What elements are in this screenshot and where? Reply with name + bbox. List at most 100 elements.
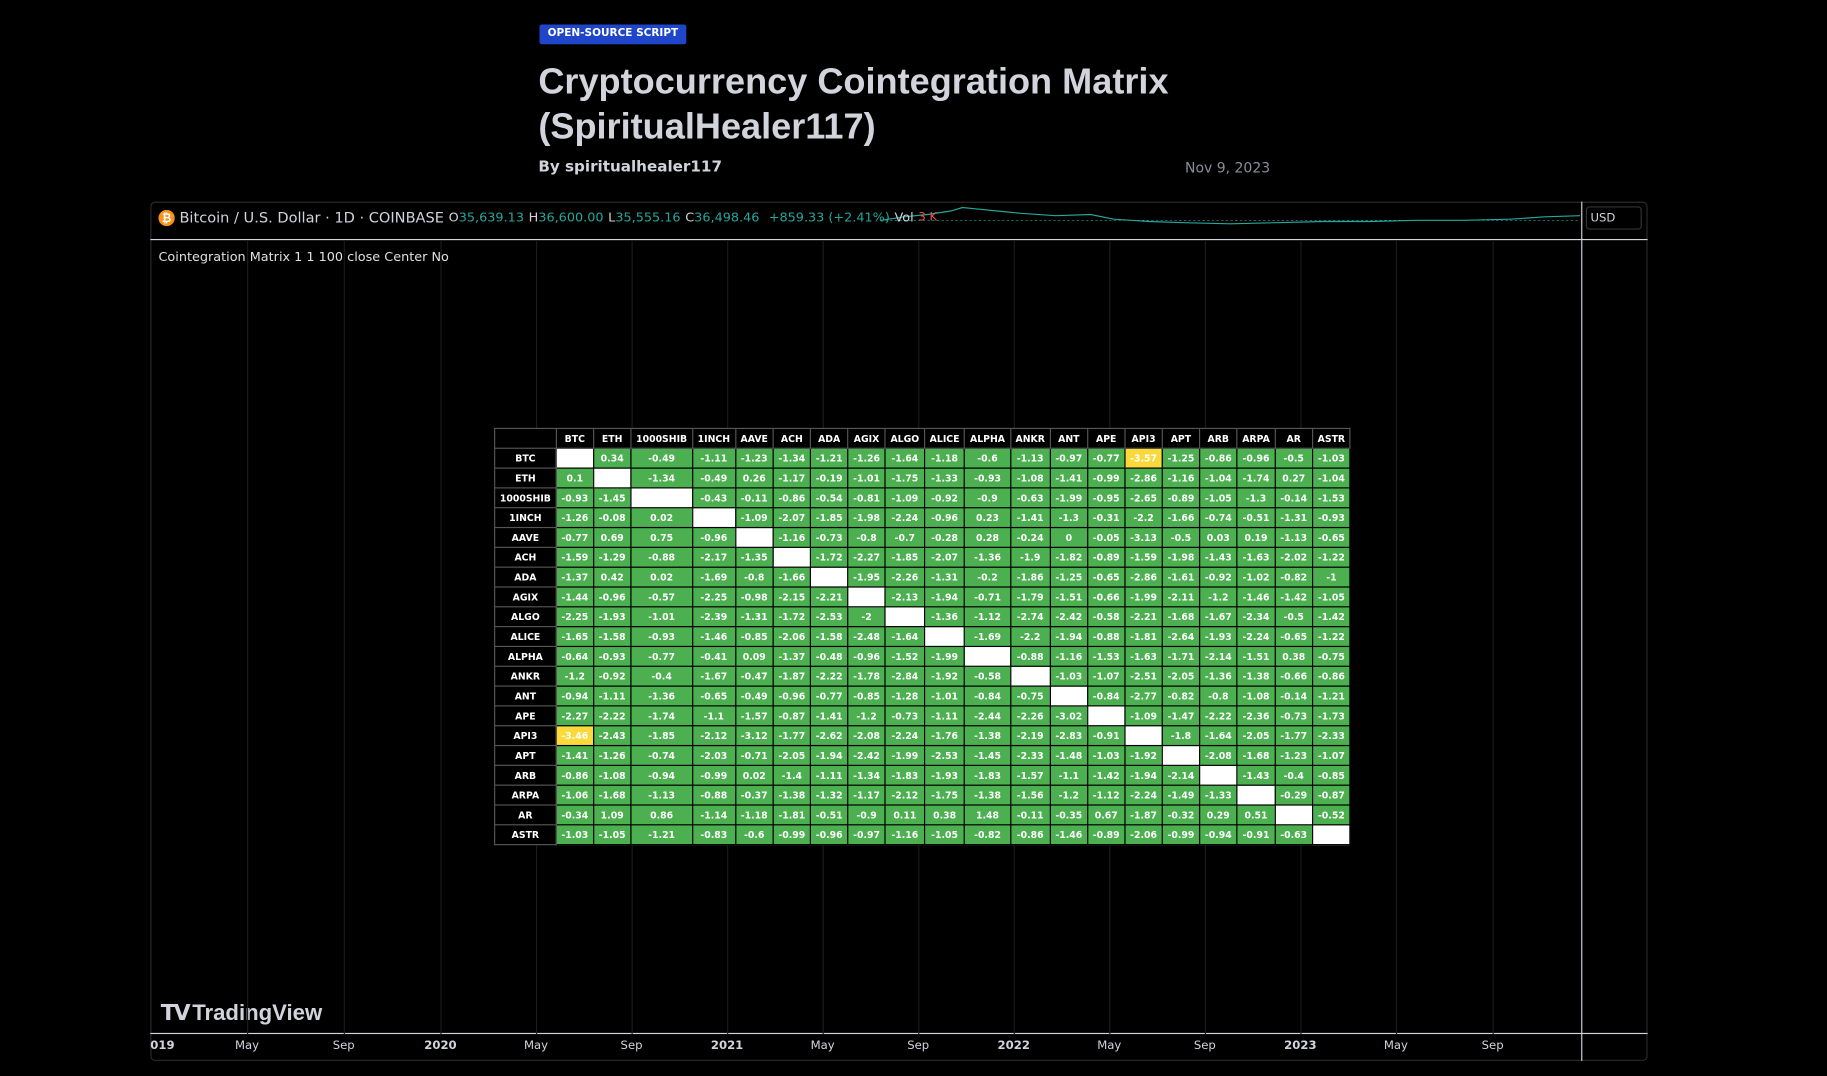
blank-cell [923, 626, 966, 648]
row-header: ARB [494, 764, 557, 786]
x-tick-label: May [1383, 1039, 1408, 1053]
matrix-cell: -1.08 [1009, 467, 1051, 489]
matrix-cell: -1.11 [592, 685, 632, 707]
matrix-cell: -1.66 [1161, 507, 1201, 529]
matrix-cell: -1.17 [847, 784, 886, 806]
matrix-cell: -1.36 [1199, 665, 1238, 687]
matrix-cell: -1.36 [630, 685, 693, 707]
matrix-cell: -1.18 [923, 447, 966, 469]
matrix-cell: -1.72 [809, 546, 849, 568]
matrix-cell: 1.09 [592, 804, 632, 826]
matrix-cell: -0.37 [734, 784, 774, 806]
matrix-cell: -1.31 [734, 606, 774, 628]
matrix-cell: -1.2 [847, 705, 886, 727]
row-header: AGIX [494, 586, 557, 608]
change: +859.33 (+2.41%) [768, 209, 890, 225]
matrix-cell: -0.77 [1086, 447, 1126, 469]
matrix-cell: -2.25 [691, 586, 736, 608]
matrix-cell: -1.09 [734, 507, 774, 529]
matrix-cell: -1.92 [1124, 744, 1163, 766]
watermark[interactable]: 𝗧𝗩 TradingView [160, 1001, 323, 1026]
btc-icon: ₿ [158, 209, 175, 226]
matrix-cell: -1.94 [809, 744, 849, 766]
matrix-cell: -1.59 [1124, 546, 1163, 568]
matrix-cell: -1.14 [691, 804, 736, 826]
matrix-cell: -0.87 [772, 705, 812, 727]
matrix-cell: 0.75 [630, 526, 693, 548]
matrix-cell: -1.22 [1311, 546, 1351, 568]
x-tick-label: Sep [1193, 1039, 1216, 1053]
matrix-row: 1000SHIB -0.93 -1.45 -0.43 -0.11 -0.86 -0.54 -0… [494, 487, 1351, 509]
matrix-cell: -1.41 [1049, 467, 1089, 489]
matrix-cell: -1.37 [555, 566, 595, 588]
x-tick-label: May [523, 1039, 549, 1053]
matrix-cell: -0.94 [630, 764, 693, 786]
currency-select[interactable]: USD [1585, 206, 1642, 230]
matrix-cell: -1.42 [1086, 764, 1126, 786]
matrix-cell: -1.06 [555, 784, 595, 806]
column-header: AR [1274, 427, 1313, 449]
matrix-row: ETH 0.1 -1.34 -0.49 0.26 -1.17 -0.19 -1.01 -1.75… [494, 467, 1351, 489]
column-header: APE [1086, 427, 1126, 449]
matrix-cell: -0.93 [555, 487, 595, 509]
matrix-cell: -0.65 [1086, 566, 1126, 588]
matrix-cell: -1.98 [1161, 546, 1201, 568]
matrix-cell: -1.68 [1236, 744, 1276, 766]
matrix-cell: -0.57 [630, 586, 693, 608]
matrix-cell: -2.22 [592, 705, 632, 727]
matrix-cell: -1.16 [772, 526, 812, 548]
column-header: ARPA [1236, 427, 1276, 449]
matrix-cell: -1.67 [1199, 606, 1238, 628]
matrix-cell: -1.37 [772, 645, 812, 667]
matrix-cell: -2.86 [1124, 566, 1163, 588]
matrix-cell: -0.75 [1009, 685, 1051, 707]
matrix-cell: -1.41 [1009, 507, 1051, 529]
matrix-cell: -0.43 [691, 487, 736, 509]
blank-cell [884, 606, 926, 628]
symbol[interactable]: Bitcoin / U.S. Dollar · 1D · COINBASE [179, 208, 444, 227]
matrix-cell: -2.74 [1009, 606, 1051, 628]
matrix-cell: -0.82 [1161, 685, 1201, 707]
matrix-cell: -2.24 [884, 507, 926, 529]
matrix-cell: -1.46 [1049, 824, 1089, 846]
matrix-cell: 0.38 [1274, 645, 1313, 667]
matrix-row: APT -1.41 -1.26 -0.74 -2.03 -0.71 -2.05 -1.94 -2… [494, 744, 1351, 766]
matrix-cell: -2 [847, 606, 886, 628]
matrix-cell: -1.16 [1161, 467, 1201, 489]
matrix-cell: -0.65 [1274, 626, 1313, 648]
matrix-cell: 0.23 [964, 507, 1011, 529]
matrix-cell: -1.26 [555, 507, 595, 529]
matrix-cell: -0.97 [847, 824, 886, 846]
matrix-cell: -0.66 [1086, 586, 1126, 608]
matrix-cell: -0.77 [630, 645, 693, 667]
matrix-cell: -1.51 [1049, 586, 1089, 608]
matrix-cell: -1.75 [884, 467, 926, 489]
matrix-cell: -0.86 [1311, 665, 1351, 687]
matrix-cell: -1.25 [1161, 447, 1201, 469]
matrix-cell: -0.94 [1199, 824, 1238, 846]
matrix-cell: -0.93 [630, 626, 693, 648]
matrix-row: AGIX -1.44 -0.96 -0.57 -2.25 -0.98 -2.15 -2.21 -… [494, 586, 1351, 608]
matrix-cell: 0.09 [734, 645, 774, 667]
matrix-cell: 0.38 [923, 804, 966, 826]
badge[interactable]: OPEN-SOURCE SCRIPT [539, 24, 687, 45]
row-header: ASTR [494, 824, 557, 846]
matrix-cell: -1.99 [1049, 487, 1089, 509]
matrix-cell: -0.99 [772, 824, 812, 846]
matrix-cell: -0.91 [1236, 824, 1276, 846]
matrix-cell: -0.65 [691, 685, 736, 707]
matrix-cell: -2.05 [1236, 725, 1276, 747]
matrix-cell: -1.03 [555, 824, 595, 846]
matrix-cell: -0.88 [630, 546, 693, 568]
matrix-cell: -1.86 [1009, 566, 1051, 588]
matrix-cell: -1.68 [1161, 606, 1201, 628]
matrix-cell: -0.96 [923, 507, 966, 529]
matrix-cell: -1.8 [1161, 725, 1201, 747]
matrix-cell: -1.11 [923, 705, 966, 727]
author[interactable]: By spiritualhealer117 [538, 158, 723, 177]
row-header: 1000SHIB [494, 487, 557, 509]
date: Nov 9, 2023 [1185, 159, 1271, 177]
matrix-cell: -1.03 [1311, 447, 1351, 469]
matrix-cell: -0.54 [809, 487, 849, 509]
matrix-row: ANT -0.94 -1.11 -1.36 -0.65 -0.49 -0.96 -0.77 -0… [494, 685, 1351, 707]
